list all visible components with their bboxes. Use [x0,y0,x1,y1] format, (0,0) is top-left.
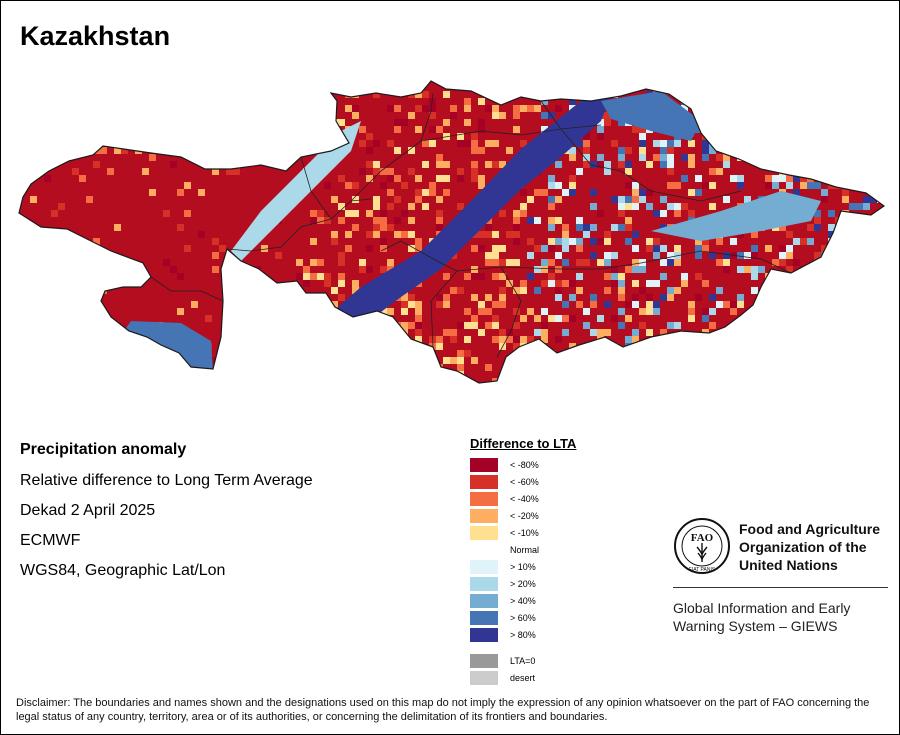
legend-swatch [470,628,498,642]
legend-label: < -60% [510,477,539,487]
map-info-block: Precipitation anomaly Relative differenc… [20,441,313,591]
product-period: Dekad 2 April 2025 [20,502,156,519]
map-title: Kazakhstan [20,21,171,51]
product-source: ECMWF [20,532,81,549]
product-description: Relative difference to Long Term Average [20,472,313,489]
legend-swatch [470,458,498,472]
giews-name: Global Information and Early Warning Sys… [673,600,851,634]
product-heading: Precipitation anomaly [20,441,187,458]
legend-item: LTA=0 [470,654,630,668]
legend-swatch [470,671,498,685]
legend-label: < -80% [510,460,539,470]
legend-item: < -20% [470,509,630,523]
fao-divider [673,587,888,588]
legend-item: Normal [470,543,630,557]
legend-item: > 80% [470,628,630,642]
legend-item: > 60% [470,611,630,625]
legend-label: LTA=0 [510,656,536,666]
fao-emblem-icon: FAO FIAT PANIS [674,518,730,574]
legend-swatch [470,475,498,489]
legend-label: < -40% [510,494,539,504]
fao-organization-name: Food and Agriculture Organization of the… [739,521,881,573]
legend-item: < -60% [470,475,630,489]
legend-item: > 40% [470,594,630,608]
legend-label: Normal [510,545,540,555]
legend-label: < -20% [510,511,539,521]
legend-item: < -40% [470,492,630,506]
legend-label: > 20% [510,579,536,589]
legend-label: > 10% [510,562,536,572]
legend-label: desert [510,673,536,683]
legend-swatch [470,594,498,608]
legend-label: > 60% [510,613,536,623]
legend-swatch [470,526,498,540]
legend-item: > 20% [470,577,630,591]
legend-item: < -80% [470,458,630,472]
legend-item: > 10% [470,560,630,574]
legend-item: desert [470,671,630,685]
legend-swatch [470,560,498,574]
legend-item: < -10% [470,526,630,540]
legend-swatch [470,509,498,523]
legend-swatch [470,577,498,591]
disclaimer-text: Disclaimer: The boundaries and names sho… [16,697,870,723]
legend-title: Difference to LTA [470,436,577,451]
fao-emblem-letters: FAO [691,532,714,544]
precipitation-anomaly-map [18,80,885,384]
legend-label: > 40% [510,596,536,606]
legend-swatch [470,611,498,625]
legend-label: > 80% [510,630,536,640]
map-legend: Difference to LTA < -80% < -60% < -40% < -2… [470,436,630,685]
legend-label: < -10% [510,528,539,538]
fao-motto: FIAT PANIS [689,567,716,573]
product-projection: WGS84, Geographic Lat/Lon [20,562,226,579]
legend-swatch [470,654,498,668]
legend-swatch [470,492,498,506]
